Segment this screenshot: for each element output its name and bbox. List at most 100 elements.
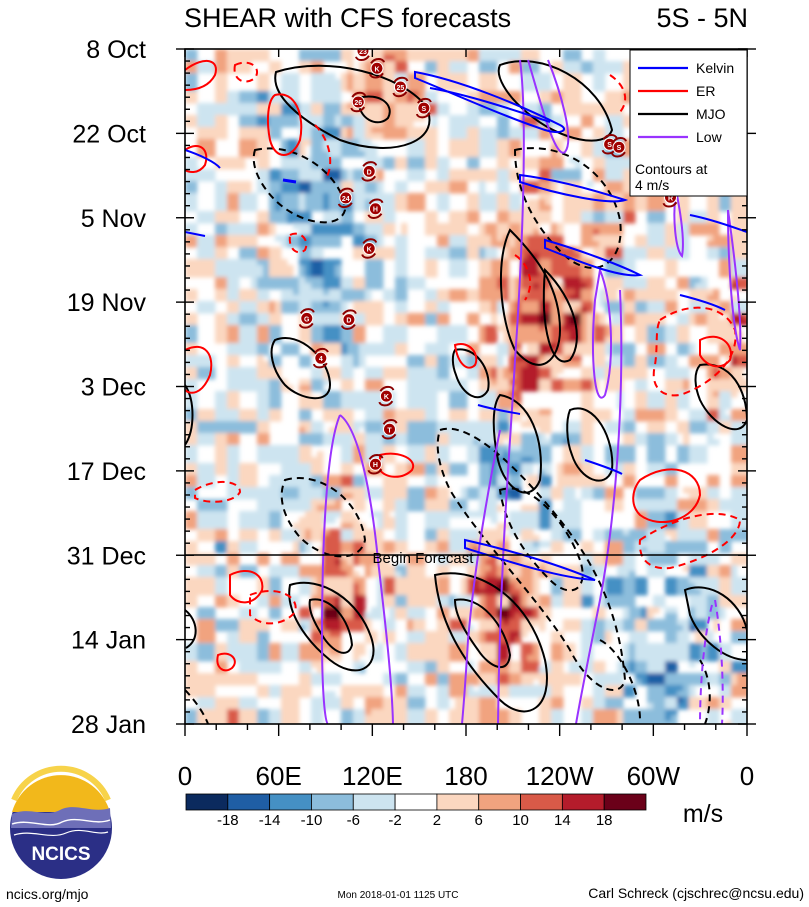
heatmap-cell xyxy=(473,313,480,320)
heatmap-cell xyxy=(365,265,372,272)
heatmap-cell xyxy=(257,139,264,146)
heatmap-cell xyxy=(623,193,630,200)
heatmap-cell xyxy=(743,319,747,326)
heatmap-cell xyxy=(191,433,198,440)
heatmap-cell xyxy=(233,421,240,428)
heatmap-cell xyxy=(683,379,690,386)
heatmap-cell xyxy=(215,109,222,116)
heatmap-cell xyxy=(323,145,330,152)
heatmap-cell xyxy=(611,115,618,122)
heatmap-cell xyxy=(215,97,222,104)
heatmap-cell xyxy=(455,217,462,224)
heatmap-cell xyxy=(329,49,336,56)
heatmap-cell xyxy=(461,115,468,122)
heatmap-cell xyxy=(239,205,246,212)
heatmap-cell xyxy=(587,469,594,476)
heatmap-cell xyxy=(425,379,432,386)
heatmap-cell xyxy=(257,133,264,140)
heatmap-cell xyxy=(323,181,330,188)
heatmap-cell xyxy=(257,445,264,452)
heatmap-cell xyxy=(353,115,360,122)
heatmap-cell xyxy=(413,115,420,122)
heatmap-cell xyxy=(401,409,408,416)
heatmap-cell xyxy=(443,205,450,212)
heatmap-cell xyxy=(329,415,336,422)
heatmap-cell xyxy=(209,373,216,380)
heatmap-cell xyxy=(401,259,408,266)
heatmap-cell xyxy=(455,85,462,92)
heatmap-cell xyxy=(719,415,726,422)
heatmap-cell xyxy=(437,367,444,374)
heatmap-cell xyxy=(221,313,228,320)
heatmap-cell xyxy=(485,151,492,158)
heatmap-cell xyxy=(263,445,270,452)
heatmap-cell xyxy=(425,61,432,68)
heatmap-cell xyxy=(311,439,318,446)
heatmap-cell xyxy=(305,253,312,260)
heatmap-cell xyxy=(713,211,720,218)
heatmap-cell xyxy=(233,55,240,62)
heatmap-cell xyxy=(335,349,342,356)
heatmap-cell xyxy=(215,121,222,128)
heatmap-cell xyxy=(377,49,384,56)
heatmap-cell xyxy=(185,295,192,302)
heatmap-cell xyxy=(551,169,558,176)
heatmap-cell xyxy=(491,49,498,56)
heatmap-cell xyxy=(479,139,486,146)
heatmap-cell xyxy=(467,367,474,374)
heatmap-cell xyxy=(503,115,510,122)
heatmap-cell xyxy=(521,307,528,314)
heatmap-cell xyxy=(191,379,198,386)
heatmap-cell xyxy=(497,163,504,170)
heatmap-cell xyxy=(203,259,210,266)
heatmap-cell xyxy=(473,343,480,350)
heatmap-cell xyxy=(299,355,306,362)
heatmap-cell xyxy=(725,421,732,428)
heatmap-cell xyxy=(479,109,486,116)
heatmap-cell xyxy=(551,67,558,74)
heatmap-cell xyxy=(509,193,516,200)
heatmap-cell xyxy=(551,97,558,104)
heatmap-cell xyxy=(221,193,228,200)
heatmap-cell xyxy=(197,253,204,260)
heatmap-cell xyxy=(341,181,348,188)
heatmap-cell xyxy=(659,283,666,290)
heatmap-cell xyxy=(545,427,552,434)
heatmap-cell xyxy=(497,457,504,464)
heatmap-cell xyxy=(683,253,690,260)
heatmap-cell xyxy=(401,223,408,230)
heatmap-cell xyxy=(311,145,318,152)
heatmap-cell xyxy=(281,103,288,110)
heatmap-cell xyxy=(581,427,588,434)
heatmap-cell xyxy=(383,445,390,452)
heatmap-cell xyxy=(407,151,414,158)
heatmap-cell xyxy=(383,439,390,446)
heatmap-cell xyxy=(611,283,618,290)
heatmap-cell xyxy=(395,193,402,200)
heatmap-cell xyxy=(263,139,270,146)
heatmap-cell xyxy=(311,121,318,128)
heatmap-cell xyxy=(521,445,528,452)
heatmap-cell xyxy=(743,223,747,230)
heatmap-cell xyxy=(545,181,552,188)
heatmap-cell xyxy=(395,343,402,350)
heatmap-cell xyxy=(461,265,468,272)
heatmap-cell xyxy=(521,463,528,470)
heatmap-cell xyxy=(395,205,402,212)
heatmap-cell xyxy=(461,217,468,224)
heatmap-cell xyxy=(683,217,690,224)
heatmap-cell xyxy=(251,259,258,266)
heatmap-cell xyxy=(503,253,510,260)
heatmap-cell xyxy=(425,385,432,392)
heatmap-cell xyxy=(215,313,222,320)
heatmap-cell xyxy=(233,49,240,56)
heatmap-cell xyxy=(545,343,552,350)
heatmap-cell xyxy=(593,223,600,230)
heatmap-cell xyxy=(521,361,528,368)
heatmap-cell xyxy=(389,349,396,356)
heatmap-cell xyxy=(389,205,396,212)
heatmap-cell xyxy=(425,343,432,350)
heatmap-cell xyxy=(329,289,336,296)
heatmap-cell xyxy=(461,289,468,296)
heatmap-cell xyxy=(185,55,192,62)
